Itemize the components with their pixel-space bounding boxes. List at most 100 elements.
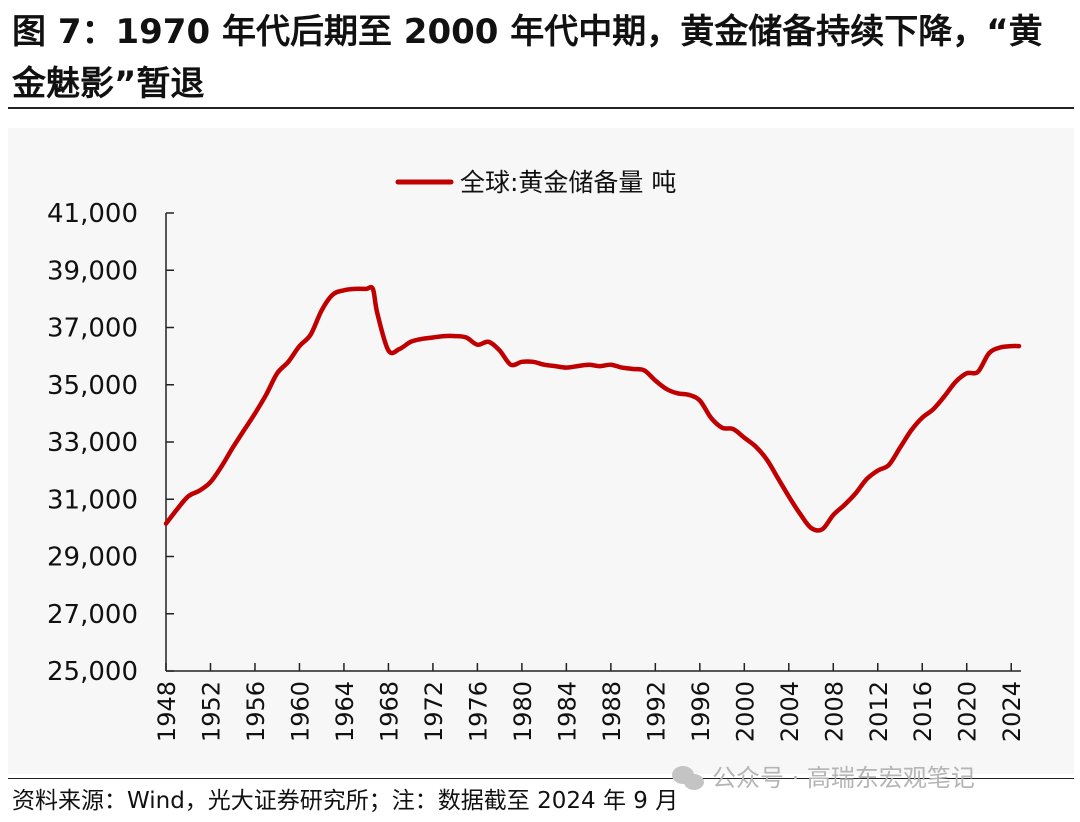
data-point xyxy=(376,312,379,315)
y-tick-label: 33,000 xyxy=(47,428,138,458)
x-tick-label: 1968 xyxy=(375,681,403,742)
data-point xyxy=(754,445,757,448)
data-point xyxy=(643,369,646,372)
data-point xyxy=(164,522,168,525)
data-point xyxy=(1017,344,1021,348)
data-point xyxy=(776,476,779,479)
data-point xyxy=(398,347,401,351)
chart-svg: 25,000 27,000 29,000 31,000 33,000 35,000 37,0… xyxy=(47,168,1026,742)
y-tick-label: 35,000 xyxy=(47,371,138,401)
data-point xyxy=(587,363,590,366)
data-point xyxy=(654,379,657,382)
data-point xyxy=(965,372,968,375)
y-tick-label: 37,000 xyxy=(47,314,138,344)
watermark-text: 公众号 · 高瑞东宏观笔记 xyxy=(712,764,975,792)
data-point xyxy=(520,360,524,363)
chart-area: 25,000 27,000 29,000 31,000 33,000 35,000 37,0… xyxy=(8,128,1074,774)
data-point xyxy=(175,508,179,511)
x-tick-label: 1988 xyxy=(598,681,626,742)
x-tick-label: 1980 xyxy=(509,681,537,742)
data-point xyxy=(576,364,579,368)
data-point xyxy=(698,399,701,402)
data-point xyxy=(442,334,446,338)
data-point xyxy=(365,287,368,291)
data-point xyxy=(843,503,846,507)
data-point xyxy=(287,360,290,363)
data-point xyxy=(909,429,913,432)
data-point xyxy=(220,465,223,468)
x-tick-label: 1964 xyxy=(331,681,359,742)
data-point xyxy=(921,416,924,419)
data-point xyxy=(276,372,279,375)
data-point xyxy=(409,340,412,343)
data-point xyxy=(264,393,268,396)
data-point xyxy=(420,337,423,341)
data-point xyxy=(798,512,802,515)
x-tick-label: 2024 xyxy=(998,681,1026,742)
x-tick-label: 1956 xyxy=(242,681,270,742)
data-point xyxy=(809,526,813,530)
x-tick-label: 1952 xyxy=(197,681,225,742)
legend-label: 全球:黄金储备量 吨 xyxy=(460,168,676,197)
x-tick-label: 1960 xyxy=(286,681,314,742)
data-point xyxy=(854,492,857,495)
data-point xyxy=(342,289,346,292)
data-point xyxy=(709,416,713,419)
x-tick-label: 1948 xyxy=(153,681,181,742)
data-point xyxy=(732,427,735,431)
data-point xyxy=(565,366,568,369)
y-tick-label: 31,000 xyxy=(47,485,138,515)
data-point xyxy=(609,363,613,366)
data-point xyxy=(821,528,824,531)
data-point xyxy=(387,349,390,352)
data-point xyxy=(976,370,980,374)
data-point xyxy=(954,380,957,384)
source-note: 资料来源：Wind，光大证券研究所；注：数据截至 2024 年 9 月 xyxy=(12,788,679,814)
x-tick-label: 1976 xyxy=(464,681,492,742)
x-tick-label: 2004 xyxy=(776,681,804,742)
data-point xyxy=(242,429,245,432)
x-tick-label: 2020 xyxy=(954,681,982,742)
y-tick-label: 39,000 xyxy=(47,256,138,286)
y-tick-label: 41,000 xyxy=(47,199,138,229)
data-point xyxy=(943,395,946,398)
series-line-gold-reserves xyxy=(163,284,1022,533)
y-tick-label: 29,000 xyxy=(47,543,138,573)
x-tick-label: 1992 xyxy=(642,681,670,742)
data-point xyxy=(371,287,375,291)
x-tick-label: 2012 xyxy=(865,681,893,742)
x-tick-label: 1972 xyxy=(420,681,448,742)
data-point xyxy=(187,495,190,498)
data-point xyxy=(454,334,457,338)
data-point xyxy=(665,387,668,391)
data-point xyxy=(598,364,601,368)
x-tick-label: 1984 xyxy=(553,681,581,742)
x-tick-label: 2000 xyxy=(731,681,759,742)
source-divider xyxy=(8,778,1074,779)
watermark: 公众号 · 高瑞东宏观笔记 xyxy=(672,761,975,795)
y-tick-label: 25,000 xyxy=(47,657,138,687)
wechat-icon xyxy=(672,764,706,792)
data-point xyxy=(743,436,746,439)
data-point xyxy=(198,489,201,492)
data-point xyxy=(998,346,1002,349)
data-point xyxy=(465,336,468,339)
data-point xyxy=(787,495,790,498)
data-point xyxy=(932,407,935,411)
data-point xyxy=(253,412,257,415)
data-point xyxy=(431,336,435,339)
data-point xyxy=(498,349,501,352)
data-point xyxy=(876,469,879,472)
data-point xyxy=(720,426,724,429)
data-point xyxy=(331,293,334,296)
x-tick-label: 1996 xyxy=(687,681,715,742)
data-point xyxy=(531,360,535,363)
x-tick-label: 2016 xyxy=(909,681,937,742)
figure-title: 图 7：1970 年代后期至 2000 年代中期，黄金储备持续下降，“黄金魅影”… xyxy=(12,12,1043,104)
data-point xyxy=(487,340,490,343)
title-divider xyxy=(8,107,1074,109)
data-point xyxy=(987,352,991,355)
data-point xyxy=(320,309,323,312)
data-point xyxy=(476,343,479,346)
data-point xyxy=(620,366,624,369)
